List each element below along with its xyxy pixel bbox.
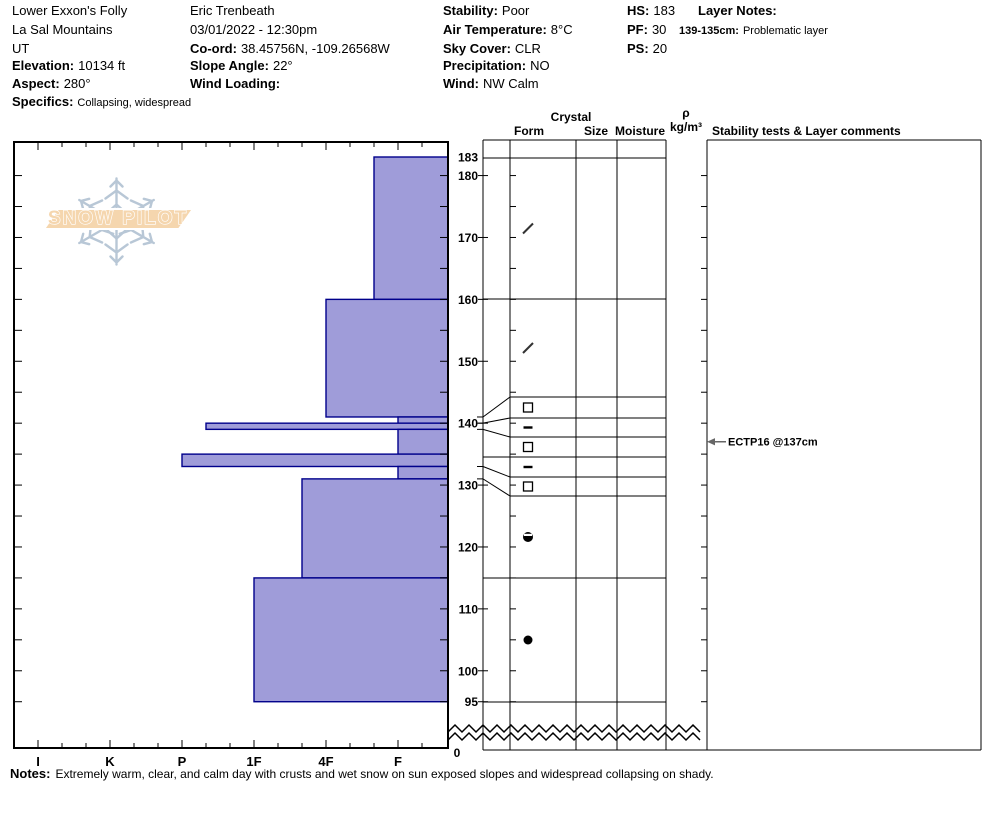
grain-symbol-slash-icon [522,342,534,354]
col-header-size: Size [583,124,609,138]
pit-hs: HS: 183 [627,3,676,18]
depth-axis-break-zigzag [447,731,701,742]
hardness-bar-layer-115-95cm [253,577,449,703]
hardness-bar-layer-141-140cm [397,416,449,424]
hardness-bar-layer-183-160cm [373,156,449,301]
hardness-bar-layer-131-115cm [301,478,449,579]
observer-coord: Co-ord: 38.45756N, -109.26568W [190,41,390,56]
grain-symbol-crust-icon [523,426,533,429]
site-aspect: Aspect: 280° [12,76,91,91]
observer-slope-angle: Slope Angle: 22° [190,58,293,73]
layer-connector-diagonal [482,396,511,418]
col-header-density-units: kg/m³ [669,120,703,134]
grain-symbol-facet-icon [522,441,534,453]
hardness-axis-label: I [36,754,40,769]
col-header-stability-tests: Stability tests & Layer comments [712,124,901,138]
notes-footer: Notes: Extremely warm, clear, and calm da… [10,766,714,781]
depth-axis-break-zigzag [447,723,701,734]
hardness-bar-layer-160-141cm [325,298,449,418]
site-specifics: Specifics: Collapsing, widespread [12,94,192,110]
cond-air-temp: Air Temperature: 8°C [443,22,573,37]
col-header-density-symbol: ρ [682,106,690,120]
main-chart-frame [13,141,449,749]
depth-label-100: 100 [458,664,478,678]
col-header-moisture: Moisture [614,124,666,138]
snowflake-arm [104,215,129,266]
observer-wind-loading: Wind Loading: [190,76,281,91]
col-header-form: Form [514,124,544,138]
depth-label-170: 170 [458,231,478,245]
notes-label: Notes: [10,766,51,781]
cond-precip: Precipitation: NO [443,58,550,73]
depth-label-160: 160 [458,293,478,307]
site-elevation: Elevation: 10134 ft [12,58,126,73]
hardness-bar-layer-133-131cm [397,465,449,480]
site-state: UT [12,41,30,56]
hardness-axis-label: K [105,754,115,769]
grain-symbol-meltfreeze-notch [524,533,532,536]
depth-label-120: 120 [458,540,478,554]
site-name: Lower Exxon's Folly [12,3,128,18]
cond-stability: Stability: Poor [443,3,530,18]
logo-banner [42,208,195,230]
ect-test-label: ECTP16 @137cm [728,437,818,449]
layer-connector-diagonal [482,466,511,478]
hardness-axis-label: P [178,754,187,769]
grain-symbol-rounds-icon [523,635,533,645]
layer-note-item: 139-135cm: Problematic layer [679,25,828,37]
logo-text: SNOW PILOT [48,208,188,229]
depth-label-130: 130 [458,479,478,493]
hardness-axis-label: F [394,754,402,769]
snowflake-arm [104,177,129,228]
observer-name: Eric Trenbeath [190,3,275,18]
col-header-crystal: Crystal [550,110,592,124]
depth-label-95: 95 [465,695,479,709]
hardness-bar-layer-139-135cm [397,428,449,455]
depth-label-110: 110 [459,602,479,616]
grain-symbol-meltfreeze-icon [523,532,533,542]
notes-text: Extremely warm, clear, and calm day with… [55,767,714,781]
pit-pf: PF: 30 [627,22,667,37]
cond-wind: Wind: NW Calm [443,76,539,91]
layer-connector-diagonal [482,428,511,438]
hardness-axis-label: 4F [318,754,333,769]
layer-connector-diagonal [482,417,511,424]
hardness-axis-label: 1F [246,754,261,769]
grain-symbol-slash-icon [522,222,534,235]
observer-datetime: 03/01/2022 - 12:30pm [190,22,318,37]
cond-sky-cover: Sky Cover: CLR [443,41,541,56]
ground-depth-label: 0 [454,746,461,760]
depth-label-140: 140 [458,417,478,431]
ect-arrowhead-icon [707,438,715,446]
grain-symbol-facet-icon [522,402,534,413]
layer-connector-diagonal [482,478,511,497]
depth-label-180: 180 [458,169,478,183]
layer-notes-title: Layer Notes: [698,3,777,18]
pit-ps: PS: 20 [627,41,668,56]
grain-symbol-crust-icon [523,465,533,469]
grain-symbol-facet-icon [522,481,534,492]
depth-label-150: 150 [458,355,478,369]
hardness-bar-layer-140-139cm [205,422,449,431]
hardness-bar-layer-135-133cm [181,453,449,468]
depth-label-183: 183 [458,151,478,165]
site-range: La Sal Mountains [12,22,113,37]
